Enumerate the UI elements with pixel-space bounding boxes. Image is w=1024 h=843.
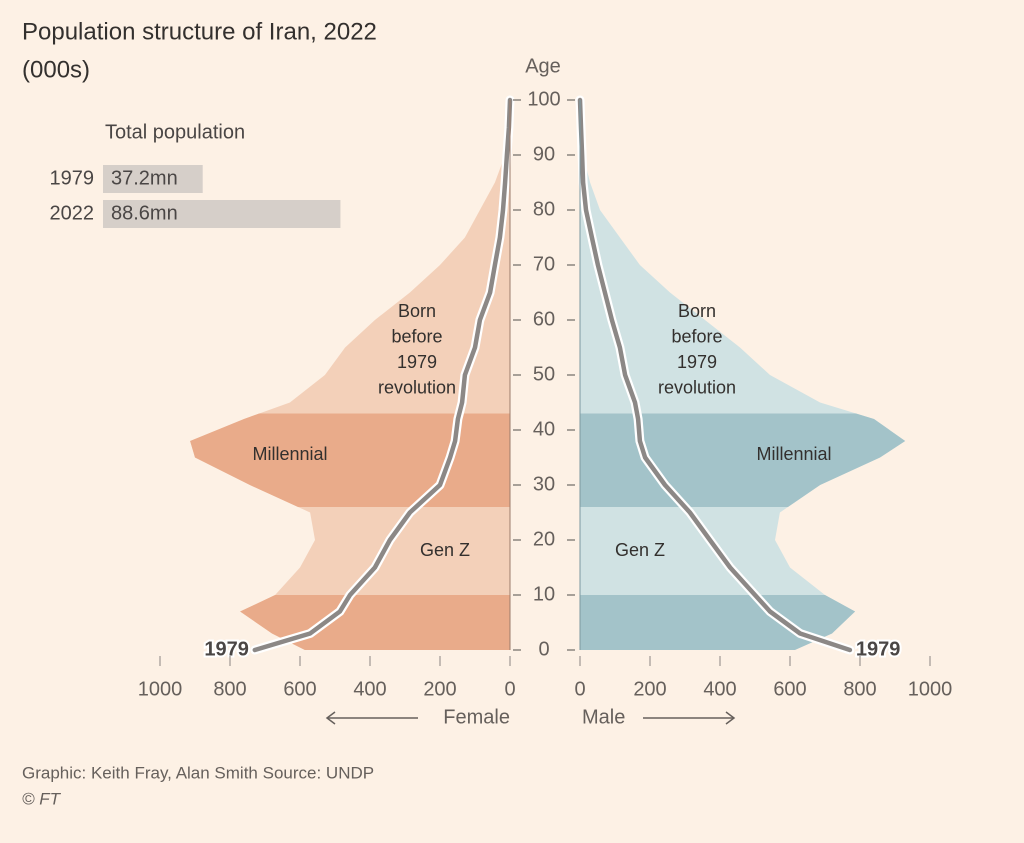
chart-subtitle: (000s) bbox=[22, 56, 90, 83]
line-label: 1979 bbox=[856, 638, 901, 660]
y-tick-label: 80 bbox=[533, 198, 555, 220]
total-bar bbox=[103, 165, 203, 193]
annotation: revolution bbox=[378, 377, 456, 397]
annotation: Gen Z bbox=[615, 540, 665, 560]
line-label: 1979 bbox=[204, 638, 249, 660]
arrow-head bbox=[725, 711, 736, 725]
y-tick-label: 100 bbox=[527, 88, 560, 110]
annotation: before bbox=[671, 326, 722, 346]
x-tick-label: 400 bbox=[703, 678, 736, 700]
total-value: 37.2mn bbox=[111, 167, 178, 189]
total-value: 88.6mn bbox=[111, 202, 178, 224]
line-1979 bbox=[577, 97, 853, 653]
population-area bbox=[190, 100, 510, 650]
total-bar bbox=[103, 200, 341, 228]
total-year: 1979 bbox=[50, 167, 95, 189]
x-tick-label: 200 bbox=[633, 678, 666, 700]
annotation: Gen Z bbox=[420, 540, 470, 560]
totals-title: Total population bbox=[105, 121, 245, 143]
annotation: Millennial bbox=[252, 444, 327, 464]
copyright: © FT bbox=[22, 789, 62, 808]
y-tick-label: 20 bbox=[533, 528, 555, 550]
x-tick-label: 200 bbox=[423, 678, 456, 700]
y-tick-label: 0 bbox=[538, 638, 549, 660]
x-tick-label: 400 bbox=[353, 678, 386, 700]
y-tick-label: 30 bbox=[533, 473, 555, 495]
annotation: Born bbox=[398, 301, 436, 321]
y-axis-label: Age bbox=[525, 55, 561, 77]
y-tick-label: 90 bbox=[533, 143, 555, 165]
y-tick-label: 70 bbox=[533, 253, 555, 275]
annotation: 1979 bbox=[677, 352, 717, 372]
x-tick-label: 600 bbox=[773, 678, 806, 700]
arrow-head bbox=[325, 711, 336, 725]
credit: Graphic: Keith Fray, Alan Smith Source: … bbox=[22, 763, 374, 782]
chart-title: Population structure of Iran, 2022 bbox=[22, 18, 377, 45]
annotation: Born bbox=[678, 301, 716, 321]
x-tick-label: 1000 bbox=[908, 678, 953, 700]
x-tick-label: 0 bbox=[574, 678, 585, 700]
x-tick-label: 800 bbox=[843, 678, 876, 700]
x-axis-label: Female bbox=[443, 706, 510, 728]
annotations: Born before 1979 revolution Born before 1979 r… bbox=[252, 301, 831, 560]
y-tick-label: 60 bbox=[533, 308, 555, 330]
population-area bbox=[580, 100, 906, 650]
annotation: revolution bbox=[658, 377, 736, 397]
x-tick-label: 600 bbox=[283, 678, 316, 700]
line-1979 bbox=[252, 97, 513, 653]
annotation: before bbox=[391, 326, 442, 346]
y-tick-label: 50 bbox=[533, 363, 555, 385]
annotation: 1979 bbox=[397, 352, 437, 372]
x-axis-label: Male bbox=[582, 706, 625, 728]
annotation: Millennial bbox=[756, 444, 831, 464]
y-tick-label: 10 bbox=[533, 583, 555, 605]
y-tick-label: 40 bbox=[533, 418, 555, 440]
total-year: 2022 bbox=[50, 202, 95, 224]
x-tick-label: 800 bbox=[213, 678, 246, 700]
x-tick-label: 0 bbox=[504, 678, 515, 700]
x-tick-label: 1000 bbox=[138, 678, 183, 700]
